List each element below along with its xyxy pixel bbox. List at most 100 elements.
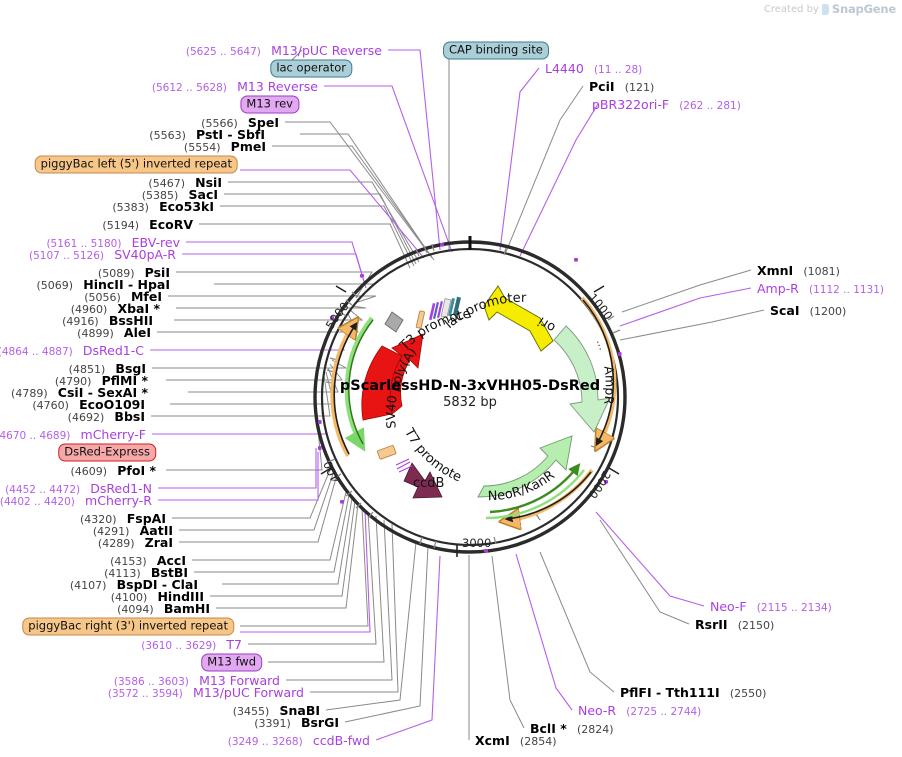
enzyme-site-2[interactable]: PciI (121) — [589, 78, 654, 94]
enzyme-site-19[interactable]: (4899) AleI — [77, 324, 151, 340]
enzyme-site-10[interactable]: (5383) Eco53kI — [112, 198, 214, 214]
feature-chip-label: lac operator — [270, 59, 352, 78]
enzyme-site-38[interactable]: (4094) BamHI — [117, 600, 210, 616]
primer-binding-26[interactable]: (4670 .. 4689) mCherry-F — [0, 426, 146, 442]
enzyme-site-32[interactable]: (4291) AatII — [93, 522, 173, 538]
primer-name: M13/pUC Forward — [193, 685, 304, 700]
enzyme-site-24[interactable]: (4760) EcoO109I — [32, 396, 145, 412]
primer-binding-20[interactable]: (4864 .. 4887) DsRed1-C — [0, 342, 144, 358]
primer-name: SV40pA-R — [114, 247, 176, 262]
enzyme-site-16[interactable]: (5056) MfeI — [84, 288, 162, 304]
enzyme-name: Eco53kI — [159, 199, 214, 214]
enzyme-site-12[interactable]: XcmI (2854) — [475, 732, 556, 748]
enzyme-site-18[interactable]: (4916) BssHII — [62, 312, 153, 328]
enzyme-site-23[interactable]: (4789) CsiI - SexAI * — [11, 384, 148, 400]
enzyme-site-15[interactable]: (5069) HincII - HpaI — [37, 276, 171, 292]
primer-position: (4670 .. 4689) — [0, 430, 71, 442]
primer-name: Neo-F — [710, 599, 747, 614]
enzyme-position: (5467) — [148, 177, 185, 190]
primer-binding-46[interactable]: (3249 .. 3268) ccdB-fwd — [228, 732, 370, 748]
enzyme-site-45[interactable]: (3391) BsrGI — [254, 714, 339, 730]
enzyme-site-44[interactable]: (3455) SnaBI — [233, 702, 320, 718]
feature-chip-7[interactable]: piggyBac left (5') inverted repeat — [34, 155, 238, 174]
primer-binding-5[interactable]: Amp-R (1112 .. 1131) — [757, 280, 884, 296]
enzyme-site-11[interactable]: (5194) EcoRV — [102, 216, 193, 232]
enzyme-position: (5554) — [183, 141, 221, 154]
enzyme-site-5[interactable]: (5563) PstI - SbfI — [149, 126, 265, 142]
feature-neor-kanr — [477, 435, 573, 498]
enzyme-site-6[interactable]: ScaI (1200) — [770, 302, 846, 318]
primer-binding-30[interactable]: (4402 .. 4420) mCherry-R — [0, 492, 152, 508]
enzyme-position: (4760) — [32, 399, 69, 412]
enzyme-name: BclI * — [530, 721, 567, 736]
neo-orange-ribbon-core — [504, 471, 592, 523]
feature-chip-label: M13 fwd — [201, 653, 262, 672]
tan-thin-feature — [415, 310, 425, 329]
enzyme-name: XbaI * — [117, 301, 160, 316]
primer-binding-12[interactable]: (5161 .. 5180) EBV-rev — [46, 234, 180, 250]
enzyme-site-36[interactable]: (4107) BspDI - ClaI — [70, 576, 198, 592]
primer-binding-10[interactable]: Neo-R (2725 .. 2744) — [578, 702, 701, 718]
enzyme-site-22[interactable]: (4790) PflMI * — [55, 372, 148, 388]
enzyme-site-37[interactable]: (4100) HindIII — [111, 588, 204, 604]
primer-binding-0[interactable]: (5625 .. 5647) M13/pUC Reverse — [186, 42, 382, 58]
enzyme-site-35[interactable]: (4113) BstBI — [104, 564, 188, 580]
enzyme-site-4[interactable]: (5566) SpeI — [201, 114, 279, 130]
enzyme-site-8[interactable]: (5467) NsiI — [148, 174, 222, 190]
primer-binding-13[interactable]: (5107 .. 5126) SV40pA-R — [29, 246, 176, 262]
enzyme-site-25[interactable]: (4692) BbsI — [68, 408, 145, 424]
primer-binding-43[interactable]: (3572 .. 3594) M13/pUC Forward — [108, 684, 304, 700]
primer-binding-7[interactable]: Neo-F (2115 .. 2134) — [710, 598, 832, 614]
feature-chip-3[interactable]: M13 rev — [240, 95, 299, 114]
enzyme-site-8[interactable]: RsrII (2150) — [695, 616, 774, 632]
left-green-ribbon — [344, 316, 374, 452]
enzyme-name: AatII — [139, 523, 173, 538]
enzyme-site-9[interactable]: PflFI - Tth111I (2550) — [620, 684, 766, 700]
enzyme-name: BstBI — [150, 565, 188, 580]
primer-position: (5107 .. 5126) — [29, 250, 105, 262]
feature-ampr — [553, 325, 611, 433]
feature-chip-1[interactable]: lac operator — [270, 59, 352, 78]
primer-position: (5625 .. 5647) — [185, 46, 261, 58]
primer-position: (2115 .. 2134) — [756, 602, 832, 614]
primer-binding-40[interactable]: (3610 .. 3629) T7 — [141, 636, 242, 652]
primer-binding-3[interactable]: pBR322ori-F (262 .. 281) — [592, 96, 741, 112]
grey-diamond-feature — [384, 311, 404, 333]
primer-position: (4452 .. 4472) — [5, 484, 81, 496]
enzyme-name: EcoRV — [149, 217, 193, 232]
enzyme-position: (2854) — [519, 735, 557, 748]
enzyme-position: (1081) — [803, 265, 840, 278]
enzyme-position: (4692) — [67, 411, 105, 424]
primer-binding-1[interactable]: L4440 (11 .. 28) — [545, 60, 642, 76]
enzyme-position: (121) — [624, 81, 655, 94]
enzyme-position: (5566) — [201, 117, 238, 130]
enzyme-site-17[interactable]: (4960) XbaI * — [71, 300, 160, 316]
enzyme-site-4[interactable]: XmnI (1081) — [757, 262, 840, 278]
feature-chip-27[interactable]: DsRed-Express — [58, 443, 156, 462]
enzyme-site-34[interactable]: (4153) AccI — [110, 552, 186, 568]
enzyme-site-21[interactable]: (4851) BsgI — [69, 360, 146, 376]
primer-binding-2[interactable]: (5612 .. 5628) M13 Reverse — [152, 78, 318, 94]
enzyme-position: (4960) — [70, 303, 108, 316]
enzyme-position: (1200) — [809, 305, 847, 318]
enzyme-site-33[interactable]: (4289) ZraI — [98, 534, 173, 550]
feature-chip-0[interactable]: CAP binding site — [443, 41, 549, 60]
primer-name: M13 Forward — [199, 673, 280, 688]
enzyme-name: FspAI — [126, 511, 166, 526]
primer-position: (5612 .. 5628) — [151, 82, 227, 94]
enzyme-site-14[interactable]: (5089) PsiI — [98, 264, 170, 280]
enzyme-site-9[interactable]: (5385) SacI — [142, 186, 218, 202]
primer-binding-29[interactable]: (4452 .. 4472) DsRed1-N — [5, 480, 152, 496]
enzyme-site-31[interactable]: (4320) FspAI — [80, 510, 166, 526]
enzyme-position: (5056) — [84, 291, 121, 304]
feature-chip-39[interactable]: piggyBac right (3') inverted repeat — [22, 617, 234, 636]
enzyme-site-28[interactable]: (4609) PfoI * — [71, 462, 156, 478]
primer-binding-42[interactable]: (3586 .. 3603) M13 Forward — [114, 672, 280, 688]
feature-chip-41[interactable]: M13 fwd — [201, 653, 262, 672]
feature-ori — [483, 285, 554, 352]
enzyme-site-6[interactable]: (5554) PmeI — [184, 138, 266, 154]
enzyme-position: (2550) — [729, 687, 767, 700]
primer-position: (3586 .. 3603) — [113, 676, 189, 688]
enzyme-site-11[interactable]: BclI * (2824) — [530, 720, 614, 736]
